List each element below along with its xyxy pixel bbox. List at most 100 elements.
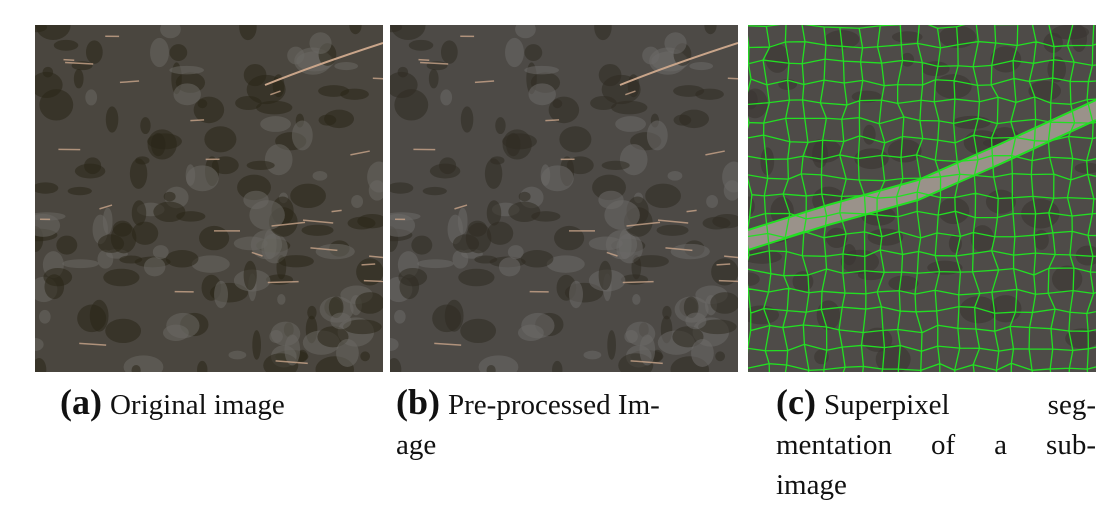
texture — [348, 217, 376, 230]
texture — [54, 40, 79, 51]
texture — [164, 192, 176, 202]
texture — [559, 126, 591, 152]
texture — [204, 126, 236, 152]
texture — [234, 237, 268, 251]
texture — [599, 261, 612, 290]
caption-line: (a)Original image — [60, 382, 285, 425]
texture — [639, 334, 655, 365]
texture — [244, 261, 257, 290]
texture — [316, 244, 355, 259]
texture — [140, 117, 150, 134]
texture — [461, 106, 474, 132]
texture — [307, 306, 316, 320]
texture — [85, 89, 97, 105]
texture — [169, 66, 204, 74]
texture — [411, 236, 432, 255]
texture — [68, 187, 92, 195]
texture — [441, 40, 458, 64]
texture — [685, 313, 706, 330]
texture — [199, 226, 229, 250]
texture — [657, 225, 689, 236]
texture — [642, 47, 659, 65]
texture — [499, 257, 520, 276]
caption-text: Superpixel seg- — [824, 389, 1096, 421]
texture — [252, 330, 261, 360]
texture — [863, 125, 876, 145]
texture — [545, 120, 559, 121]
texture — [487, 222, 513, 245]
panel-label: (c) — [776, 382, 816, 422]
texture — [668, 171, 683, 181]
texture — [330, 313, 351, 330]
figure-page: (a)Original image (b)Pre-processed Im- a… — [0, 0, 1107, 512]
texture — [458, 269, 494, 287]
texture — [524, 66, 559, 74]
texture — [888, 139, 922, 162]
texture — [525, 44, 543, 61]
texture — [351, 195, 363, 208]
texture — [1052, 266, 1082, 293]
texture — [409, 40, 434, 51]
caption-a: (a)Original image — [60, 382, 285, 425]
texture — [86, 40, 103, 64]
texture — [607, 330, 616, 360]
texture — [1071, 25, 1087, 52]
texture — [144, 257, 165, 276]
texture — [74, 69, 84, 88]
texture — [615, 116, 646, 132]
texture — [719, 281, 738, 282]
texture — [247, 161, 275, 170]
texture — [360, 351, 370, 361]
texture — [309, 32, 331, 54]
panel-label: (a) — [60, 382, 102, 422]
texture — [302, 225, 334, 236]
texture — [75, 164, 105, 179]
texture — [521, 313, 554, 338]
texture — [150, 38, 169, 67]
texture — [106, 106, 119, 132]
texture — [319, 115, 337, 126]
texture — [664, 32, 686, 54]
caption-b: (b)Pre-processed Im- age — [396, 382, 660, 465]
texture — [647, 121, 668, 151]
texture — [689, 62, 713, 70]
texture — [151, 133, 165, 156]
caption-c: (c)Superpixel seg- mentation of a sub- i… — [776, 382, 1096, 505]
texture — [589, 237, 623, 251]
texture — [671, 244, 710, 259]
texture — [505, 38, 524, 67]
texture — [817, 300, 840, 330]
texture — [662, 306, 671, 320]
texture — [429, 69, 439, 88]
texture — [44, 274, 64, 299]
texture — [284, 334, 300, 365]
texture — [506, 133, 520, 156]
texture — [364, 281, 383, 282]
panel-label: (b) — [396, 382, 440, 422]
texture — [166, 313, 199, 338]
texture — [190, 120, 204, 121]
texture — [519, 192, 531, 202]
texture — [334, 62, 358, 70]
texture — [135, 156, 149, 164]
texture — [703, 217, 731, 230]
texture — [423, 187, 447, 195]
original-image — [35, 25, 383, 372]
texture — [521, 250, 554, 268]
texture — [277, 294, 285, 305]
texture — [318, 85, 349, 97]
texture — [287, 47, 304, 65]
texture — [674, 115, 692, 126]
caption-text: mentation of a sub- — [776, 425, 1096, 465]
texture — [399, 274, 419, 299]
texture — [132, 222, 158, 245]
texture — [417, 259, 454, 268]
texture — [474, 255, 497, 263]
texture — [717, 264, 731, 265]
texture — [166, 250, 199, 268]
texture — [715, 351, 725, 361]
texture — [528, 83, 555, 105]
texture — [103, 269, 139, 287]
texture — [313, 171, 328, 181]
texture — [691, 339, 714, 367]
